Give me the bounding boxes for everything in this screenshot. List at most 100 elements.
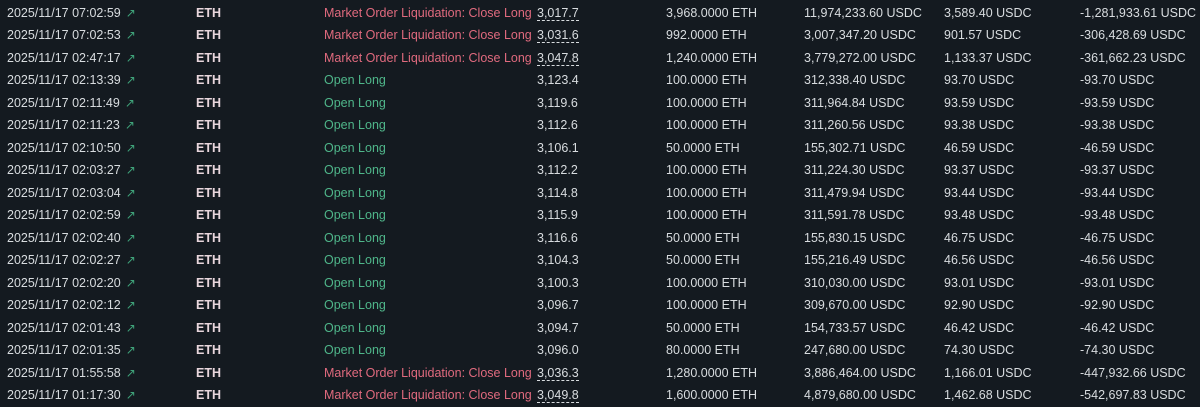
- time-cell: 2025/11/17 02:02:27 ↗︎: [7, 249, 136, 272]
- external-link-icon[interactable]: ↗︎: [125, 230, 136, 245]
- price-tooltip-value[interactable]: 3,036.3: [537, 365, 579, 381]
- size-cell: 100.0000 ETH: [666, 73, 747, 87]
- table-row: 2025/11/17 02:47:17 ↗︎ ETH Market Order Liq…: [0, 47, 1200, 70]
- price-tooltip-value[interactable]: 3,047.8: [537, 50, 579, 66]
- time-cell: 2025/11/17 01:17:30 ↗︎: [7, 384, 136, 407]
- price-value: 3,106.1: [537, 140, 579, 155]
- table-row: 2025/11/17 01:17:30 ↗︎ ETH Market Order Liq…: [0, 384, 1200, 407]
- external-link-icon[interactable]: ↗︎: [125, 73, 136, 87]
- time-cell: 2025/11/17 02:47:17 ↗︎: [7, 47, 136, 70]
- table-row: 2025/11/17 02:02:40 ↗︎ ETH Open Long 3,116.6…: [0, 227, 1200, 250]
- table-row: 2025/11/17 01:55:58 ↗︎ ETH Market Order Liq…: [0, 362, 1200, 385]
- closed-pnl-cell: -46.42 USDC: [1080, 320, 1155, 335]
- time-cell: 2025/11/17 02:03:04 ↗︎: [7, 182, 136, 205]
- trade-value-cell: 312,338.40 USDC: [804, 73, 906, 87]
- table-row: 2025/11/17 02:01:43 ↗︎ ETH Open Long 3,094.7…: [0, 317, 1200, 340]
- external-link-icon[interactable]: ↗︎: [125, 253, 136, 267]
- time-cell: 2025/11/17 02:11:23 ↗︎: [7, 114, 135, 137]
- closed-pnl-cell: -46.56 USDC: [1080, 253, 1155, 267]
- fee-cell: 3,589.40 USDC: [944, 5, 1032, 20]
- size-cell: 50.0000 ETH: [666, 230, 740, 245]
- external-link-icon[interactable]: ↗︎: [125, 320, 136, 335]
- external-link-icon[interactable]: ↗︎: [125, 50, 136, 65]
- coin-cell[interactable]: ETH: [196, 118, 221, 132]
- time-text: 2025/11/17 02:02:59: [7, 208, 121, 222]
- external-link-icon[interactable]: ↗︎: [125, 5, 136, 20]
- direction-cell: Open Long: [324, 140, 386, 155]
- time-text: 2025/11/17 02:10:50: [7, 140, 121, 155]
- price-tooltip-value[interactable]: 3,031.6: [537, 28, 579, 43]
- closed-pnl-cell: -447,932.66 USDC: [1080, 365, 1186, 380]
- time-cell: 2025/11/17 07:02:59 ↗︎: [7, 2, 136, 25]
- price-cell: 3,049.8: [537, 384, 579, 407]
- closed-pnl-cell: -93.70 USDC: [1080, 73, 1155, 87]
- coin-cell[interactable]: ETH: [196, 95, 221, 110]
- external-link-icon[interactable]: ↗︎: [124, 118, 135, 132]
- closed-pnl-cell: -1,281,933.61 USDC: [1080, 5, 1197, 20]
- table-row: 2025/11/17 07:02:53 ↗︎ ETH Market Order Liq…: [0, 24, 1200, 47]
- external-link-icon[interactable]: ↗︎: [125, 163, 136, 177]
- price-cell: 3,116.6: [537, 227, 578, 250]
- coin-cell[interactable]: ETH: [196, 320, 221, 335]
- trade-value-cell: 3,007,347.20 USDC: [804, 28, 916, 42]
- direction-cell: Open Long: [324, 320, 386, 335]
- time-cell: 2025/11/17 02:01:35 ↗︎: [7, 339, 136, 362]
- direction-cell: Open Long: [324, 118, 386, 132]
- coin-cell[interactable]: ETH: [196, 28, 221, 42]
- external-link-icon[interactable]: ↗︎: [125, 388, 136, 402]
- direction-cell: Market Order Liquidation: Close Long: [324, 388, 532, 402]
- coin-cell[interactable]: ETH: [196, 73, 221, 87]
- external-link-icon[interactable]: ↗︎: [125, 365, 136, 380]
- external-link-icon[interactable]: ↗︎: [125, 185, 136, 200]
- coin-cell[interactable]: ETH: [196, 365, 221, 380]
- table-row: 2025/11/17 02:02:12 ↗︎ ETH Open Long 3,096.7…: [0, 294, 1200, 317]
- price-value: 3,104.3: [537, 253, 579, 267]
- closed-pnl-cell: -306,428.69 USDC: [1080, 28, 1186, 42]
- closed-pnl-cell: -93.37 USDC: [1080, 163, 1155, 177]
- price-value: 3,112.2: [537, 163, 578, 177]
- coin-cell[interactable]: ETH: [196, 140, 221, 155]
- external-link-icon[interactable]: ↗︎: [125, 275, 136, 290]
- coin-cell[interactable]: ETH: [196, 343, 221, 357]
- price-value: 3,094.7: [537, 320, 579, 335]
- time-cell: 2025/11/17 02:13:39 ↗︎: [7, 69, 136, 92]
- trade-value-cell: 155,216.49 USDC: [804, 253, 906, 267]
- closed-pnl-cell: -93.44 USDC: [1080, 185, 1155, 200]
- external-link-icon[interactable]: ↗︎: [125, 343, 136, 357]
- time-text: 2025/11/17 07:02:53: [7, 28, 121, 42]
- external-link-icon[interactable]: ↗︎: [125, 28, 136, 42]
- closed-pnl-cell: -361,662.23 USDC: [1080, 50, 1186, 65]
- size-cell: 100.0000 ETH: [666, 118, 747, 132]
- price-cell: 3,112.2: [537, 159, 578, 182]
- coin-cell[interactable]: ETH: [196, 230, 221, 245]
- price-value: 3,096.7: [537, 298, 579, 312]
- coin-cell[interactable]: ETH: [196, 298, 221, 312]
- price-tooltip-value[interactable]: 3,017.7: [537, 5, 579, 21]
- external-link-icon[interactable]: ↗︎: [125, 298, 136, 312]
- time-cell: 2025/11/17 02:11:49 ↗︎: [7, 92, 135, 115]
- coin-cell[interactable]: ETH: [196, 50, 221, 65]
- fee-cell: 92.90 USDC: [944, 298, 1015, 312]
- coin-cell[interactable]: ETH: [196, 185, 221, 200]
- external-link-icon[interactable]: ↗︎: [125, 208, 136, 222]
- time-text: 2025/11/17 01:55:58: [7, 365, 121, 380]
- coin-cell[interactable]: ETH: [196, 253, 221, 267]
- price-cell: 3,047.8: [537, 47, 579, 70]
- fee-cell: 93.01 USDC: [944, 275, 1015, 290]
- price-value: 3,096.0: [537, 343, 579, 357]
- price-cell: 3,119.6: [537, 92, 578, 115]
- trade-value-cell: 155,302.71 USDC: [804, 140, 906, 155]
- price-tooltip-value[interactable]: 3,049.8: [537, 388, 579, 403]
- time-text: 2025/11/17 02:02:12: [7, 298, 121, 312]
- coin-cell[interactable]: ETH: [196, 163, 221, 177]
- coin-cell[interactable]: ETH: [196, 275, 221, 290]
- coin-cell[interactable]: ETH: [196, 5, 221, 20]
- coin-cell[interactable]: ETH: [196, 208, 221, 222]
- external-link-icon[interactable]: ↗︎: [125, 140, 136, 155]
- direction-cell: Open Long: [324, 298, 386, 312]
- external-link-icon[interactable]: ↗︎: [124, 95, 135, 110]
- direction-cell: Open Long: [324, 230, 386, 245]
- trade-value-cell: 154,733.57 USDC: [804, 320, 906, 335]
- coin-cell[interactable]: ETH: [196, 388, 221, 402]
